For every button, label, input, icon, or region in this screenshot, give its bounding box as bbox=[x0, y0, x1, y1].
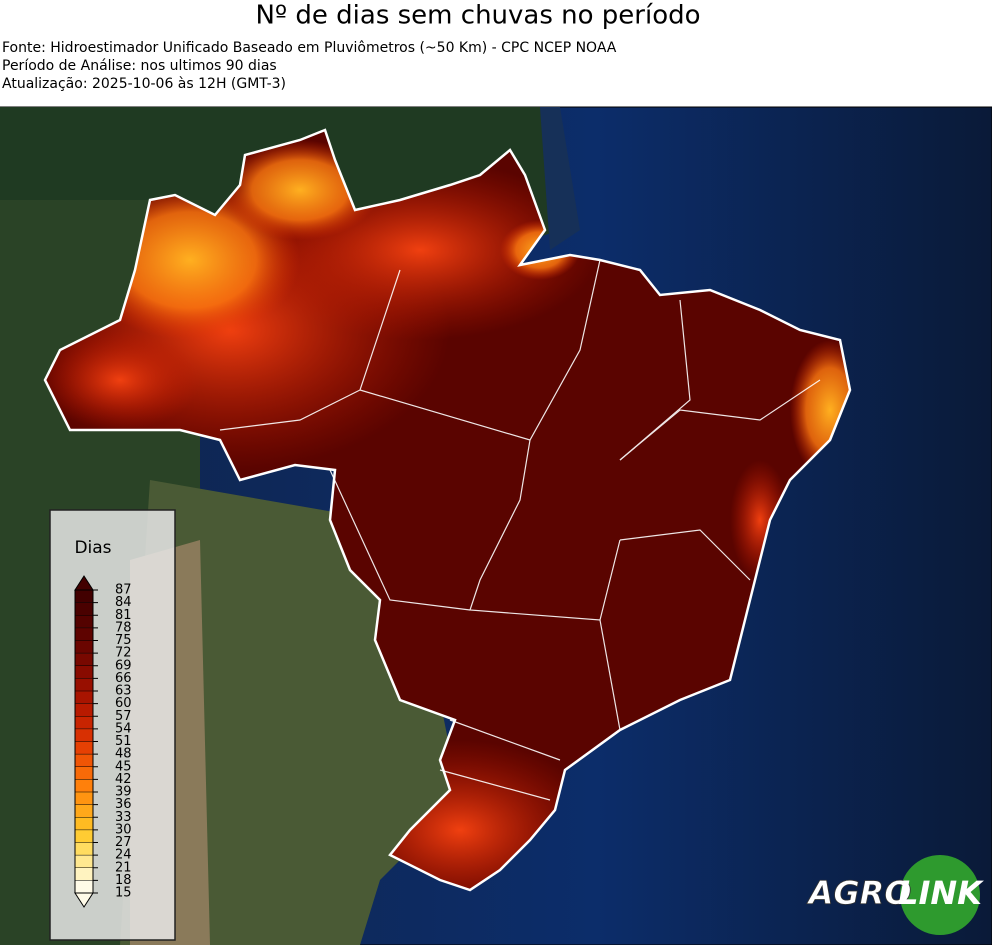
colorbar-tick-label: 36 bbox=[115, 797, 132, 812]
colorbar-segment bbox=[75, 754, 93, 767]
colorbar-tick-label: 30 bbox=[115, 822, 132, 837]
colorbar-segment bbox=[75, 703, 93, 717]
logo: AGRO LINK bbox=[805, 855, 984, 935]
colorbar-tick-label: 63 bbox=[115, 684, 132, 699]
colorbar-tick-label: 15 bbox=[115, 886, 132, 901]
colorbar-segment bbox=[75, 640, 93, 654]
colorbar-tick-label: 75 bbox=[115, 633, 132, 648]
colorbar-tick-label: 33 bbox=[115, 810, 132, 825]
colorbar-tick-label: 42 bbox=[115, 772, 132, 787]
colorbar-segment bbox=[75, 741, 93, 755]
colorbar-segment bbox=[75, 817, 93, 830]
colorbar-segment bbox=[75, 804, 93, 818]
colorbar-segment bbox=[75, 665, 93, 679]
colorbar-segment bbox=[75, 766, 93, 780]
colorbar-segment bbox=[75, 728, 93, 742]
source-line: Período de Análise: nos ultimos 90 dias bbox=[2, 58, 277, 74]
source-line: Fonte: Hidroestimador Unificado Baseado … bbox=[2, 40, 617, 56]
colorbar-tick-label: 54 bbox=[115, 721, 132, 736]
colorbar-tick-label: 18 bbox=[115, 873, 132, 888]
colorbar-tick-label: 45 bbox=[115, 759, 132, 774]
colorbar-tick-label: 48 bbox=[115, 747, 132, 762]
colorbar: Dias 15182124273033363942454851545760636… bbox=[49, 509, 176, 941]
colorbar-segment bbox=[75, 829, 93, 843]
colorbar-tick-label: 72 bbox=[115, 646, 132, 661]
colorbar-segment bbox=[75, 880, 93, 893]
colorbar-tick-label: 60 bbox=[115, 696, 132, 711]
colorbar-tick-label: 21 bbox=[115, 860, 132, 875]
colorbar-segment bbox=[75, 691, 93, 704]
colorbar-segment bbox=[75, 792, 93, 805]
source-line: Atualização: 2025-10-06 às 12H (GMT-3) bbox=[2, 76, 286, 92]
colorbar-tick-label: 87 bbox=[115, 583, 132, 598]
colorbar-tick-label: 39 bbox=[115, 785, 132, 800]
colorbar-tick-label: 51 bbox=[115, 734, 132, 749]
colorbar-label: Dias bbox=[74, 538, 111, 558]
colorbar-segment bbox=[75, 615, 93, 628]
colorbar-tick-label: 24 bbox=[115, 848, 132, 863]
colorbar-segment bbox=[75, 867, 93, 881]
colorbar-segment bbox=[75, 716, 93, 729]
colorbar-segment bbox=[75, 602, 93, 616]
colorbar-segment bbox=[75, 590, 93, 603]
colorbar-tick-label: 84 bbox=[115, 595, 132, 610]
map bbox=[0, 106, 992, 946]
title: Nº de dias sem chuvas no período bbox=[255, 1, 700, 31]
colorbar-tick-label: 57 bbox=[115, 709, 132, 724]
colorbar-segment bbox=[75, 779, 93, 792]
colorbar-segment bbox=[75, 855, 93, 868]
colorbar-tick-label: 78 bbox=[115, 620, 132, 635]
colorbar-segment bbox=[75, 627, 93, 641]
colorbar-tick-label: 69 bbox=[115, 658, 132, 673]
colorbar-segment bbox=[75, 678, 93, 691]
colorbar-segment bbox=[75, 653, 93, 666]
logo-left: AGRO bbox=[806, 874, 912, 912]
colorbar-tick-label: 66 bbox=[115, 671, 132, 686]
colorbar-tick-label: 81 bbox=[115, 608, 132, 623]
colorbar-tick-label: 27 bbox=[115, 835, 132, 850]
logo-right: LINK bbox=[898, 874, 984, 912]
colorbar-segment bbox=[75, 842, 93, 856]
